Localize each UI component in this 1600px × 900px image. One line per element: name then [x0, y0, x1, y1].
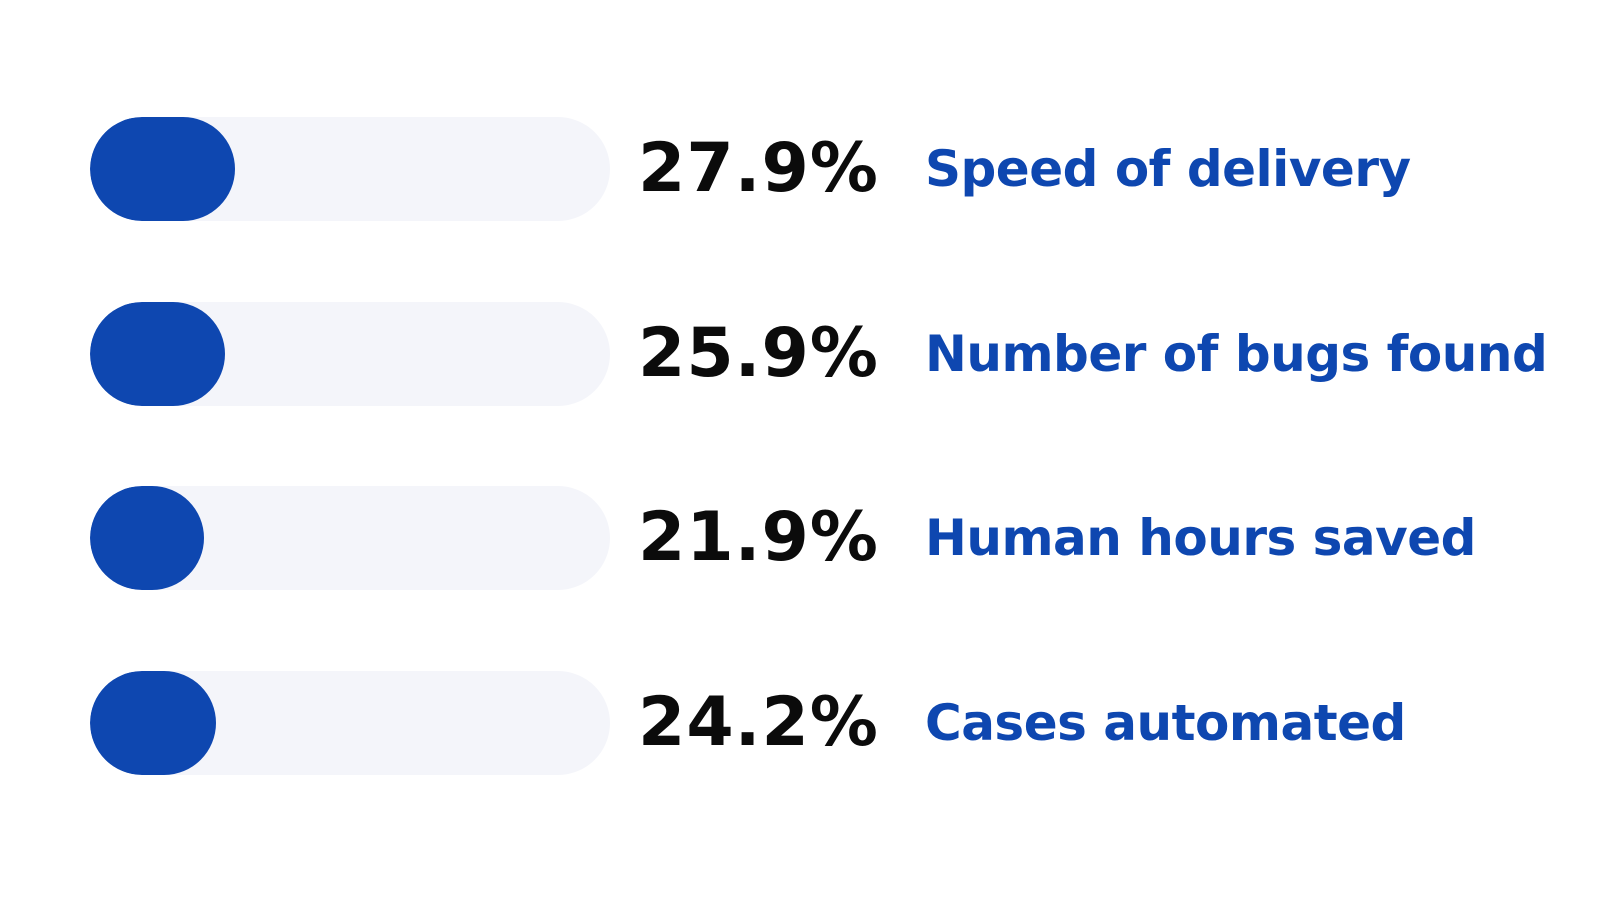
- chart-row: 24.2% Cases automated: [90, 671, 1570, 775]
- category-label: Number of bugs found: [925, 325, 1548, 383]
- bar-track: [90, 302, 610, 406]
- bar-fill: [90, 117, 236, 221]
- chart-row: 27.9% Speed of delivery: [90, 117, 1570, 221]
- bar-fill: [90, 486, 204, 590]
- category-label: Human hours saved: [925, 509, 1476, 567]
- data-label: 24.2%: [638, 683, 879, 762]
- data-label: 25.9%: [638, 314, 879, 393]
- chart-row: 21.9% Human hours saved: [90, 486, 1570, 590]
- category-label: Cases automated: [925, 694, 1406, 752]
- chart-row: 25.9% Number of bugs found: [90, 302, 1570, 406]
- data-label: 21.9%: [638, 498, 879, 577]
- bar-track: [90, 671, 610, 775]
- bar-fill: [90, 302, 225, 406]
- data-label: 27.9%: [638, 129, 879, 208]
- category-label: Speed of delivery: [925, 140, 1411, 198]
- bar-track: [90, 117, 610, 221]
- bar-track: [90, 486, 610, 590]
- bar-fill: [90, 671, 216, 775]
